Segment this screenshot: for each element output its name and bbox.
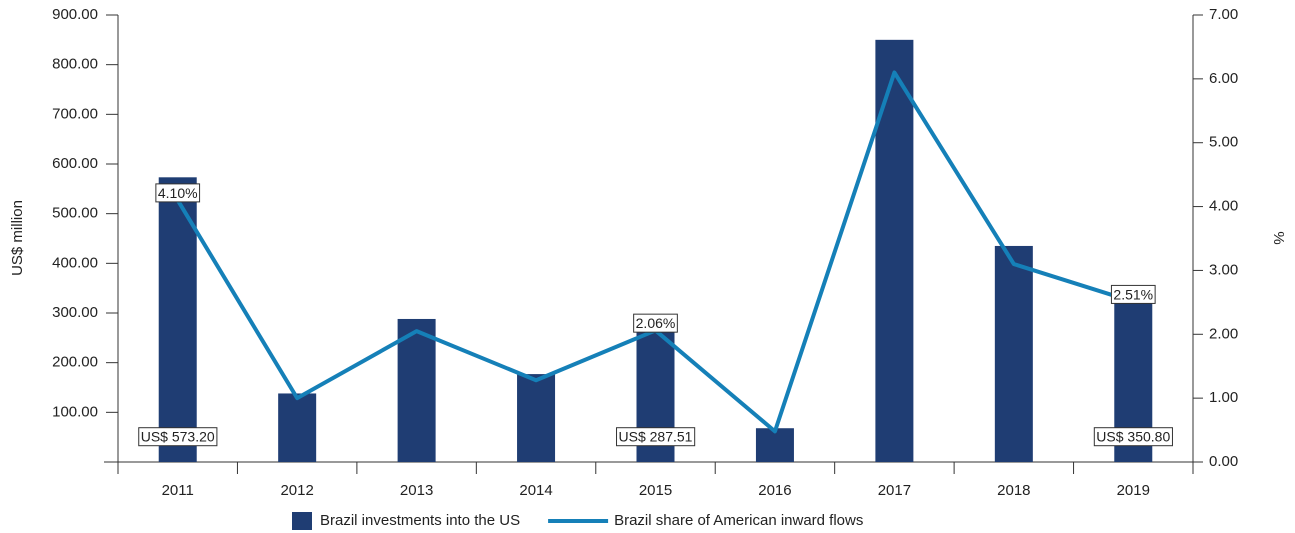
y2-tick-label: 2.00 [1209, 325, 1238, 342]
x-tick-label: 2016 [758, 482, 791, 499]
data-label-text: 4.10% [158, 185, 198, 201]
y-tick-label: 100.00 [52, 403, 98, 420]
bar [517, 374, 556, 462]
y-tick-label: 600.00 [52, 155, 98, 172]
x-tick-label: 2014 [519, 482, 552, 499]
data-label-text: US$ 287.51 [619, 429, 693, 445]
data-label: 2.51% [1110, 284, 1156, 304]
y2-axis-label: % [1270, 231, 1287, 244]
y-tick-label: 200.00 [52, 354, 98, 371]
data-label-box [1093, 427, 1173, 447]
y2-tick-label: 5.00 [1209, 134, 1238, 151]
data-label-text: US$ 573.20 [141, 429, 215, 445]
y2-tick-label: 0.00 [1209, 453, 1238, 470]
y-tick-label: 700.00 [52, 105, 98, 122]
data-label: 4.10% [155, 183, 201, 203]
data-label-text: 2.06% [636, 315, 676, 331]
data-label-box [155, 183, 201, 203]
data-label: US$ 350.80 [1093, 427, 1173, 447]
y2-tick-label: 4.00 [1209, 198, 1238, 215]
y-tick-label: 800.00 [52, 56, 98, 73]
data-label: US$ 573.20 [138, 427, 218, 447]
y-tick-label: 300.00 [52, 304, 98, 321]
data-label: US$ 287.51 [616, 427, 696, 447]
data-label-text: 2.51% [1113, 286, 1153, 302]
bar [755, 428, 794, 462]
y2-tick-label: 3.00 [1209, 261, 1238, 278]
data-label-text: US$ 350.80 [1096, 429, 1170, 445]
x-tick-label: 2017 [878, 482, 911, 499]
data-label-box [633, 313, 678, 333]
y2-tick-label: 6.00 [1209, 70, 1238, 87]
x-tick-label: 2015 [639, 482, 672, 499]
legend-swatch [292, 512, 312, 530]
bar [994, 245, 1033, 462]
y-tick-label: 900.00 [52, 6, 98, 23]
x-tick-label: 2019 [1117, 482, 1150, 499]
data-label-box [616, 427, 696, 447]
y2-tick-label: 7.00 [1209, 6, 1238, 23]
data-label-box [1110, 284, 1156, 304]
legend-label: Brazil share of American inward flows [614, 512, 863, 529]
bar [875, 39, 914, 462]
x-tick-label: 2011 [162, 482, 194, 499]
bar [397, 318, 436, 462]
x-tick-label: 2018 [997, 482, 1030, 499]
y-axis-label: US$ million [9, 200, 26, 276]
data-label-box [138, 427, 218, 447]
bar [278, 393, 317, 462]
y-tick-label: 500.00 [52, 205, 98, 222]
y2-tick-label: 1.00 [1209, 389, 1238, 406]
legend-label: Brazil investments into the US [320, 512, 520, 529]
data-label: 2.06% [633, 313, 678, 333]
y-tick-label: 400.00 [52, 254, 98, 271]
x-tick-label: 2013 [400, 482, 433, 499]
x-tick-label: 2012 [280, 482, 313, 499]
